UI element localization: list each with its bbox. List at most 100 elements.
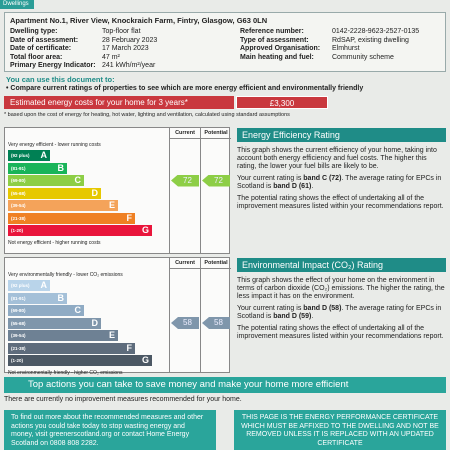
band-range: (21-38) xyxy=(11,215,26,221)
band-letter: C xyxy=(74,305,82,315)
band-letter: C xyxy=(74,175,82,185)
column-header: Potential xyxy=(200,258,231,269)
header: Apartment No.1, River View, Knockraich F… xyxy=(4,12,446,72)
band: (55-68) D xyxy=(8,317,101,329)
rating-text: This graph shows the effect of your home… xyxy=(237,277,445,345)
band-letter: G xyxy=(141,355,149,365)
field-label: Total floor area: xyxy=(10,53,63,61)
field-label: Reference number: xyxy=(240,28,304,35)
text-run: band D (58) xyxy=(303,305,342,312)
actions-text: There are currently no improvement measu… xyxy=(4,396,242,403)
band-letter: F xyxy=(126,342,133,353)
band-letter: D xyxy=(91,187,99,198)
field-value: 47 m² xyxy=(102,53,120,61)
text-run: . The average rating for EPCs in Scotlan… xyxy=(237,175,442,190)
use-bullet: Compare current ratings of properties to… xyxy=(10,85,364,92)
band: (39-54) E xyxy=(8,330,118,341)
band-range: (55-68) xyxy=(11,320,26,326)
field-row: Main heating and fuel: Community scheme xyxy=(240,53,394,62)
field-value: Community scheme xyxy=(332,53,394,61)
field-row: Approved Organisation: Elmhurst xyxy=(240,44,360,53)
field-value: RdSAP, existing dwelling xyxy=(332,36,409,44)
actions-title: Top actions you can take to save money a… xyxy=(4,377,446,393)
field-label: Primary Energy Indicator: xyxy=(10,62,96,69)
field-row: Type of assessment: RdSAP, existing dwell… xyxy=(240,36,409,45)
field-row: Reference number: 0142-2228-9623-2527-013… xyxy=(240,27,419,36)
field-row: Total floor area: 47 m² xyxy=(10,53,120,62)
text-run: band D (61) xyxy=(273,183,312,190)
field-row: Date of certificate: 17 March 2023 xyxy=(10,44,149,53)
field-label: Dwelling type: xyxy=(10,28,58,35)
field-value: 0142-2228-9623-2527-0135 xyxy=(332,28,420,35)
band-range: (39-54) xyxy=(11,333,26,338)
tab: Dwellings xyxy=(0,0,34,9)
field-value: 17 March 2023 xyxy=(102,45,149,52)
paragraph: This graph shows the effect of your home… xyxy=(237,277,445,301)
footer-right: THIS PAGE IS THE ENERGY PERFORMANCE CERT… xyxy=(234,410,446,450)
cost-value: £3,300 xyxy=(236,96,328,109)
text-run: This graph shows the current efficiency … xyxy=(237,147,437,170)
field-label: Approved Organisation: xyxy=(240,45,321,52)
band-letter: A xyxy=(40,150,48,160)
paragraph: The potential rating shows the effect of… xyxy=(237,195,445,211)
footer-left: To find out more about the recommended m… xyxy=(4,410,216,450)
bottom-label: Not environmentally friendly - higher CO… xyxy=(8,369,123,376)
field-label: Date of certificate: xyxy=(10,45,72,52)
address: Apartment No.1, River View, Knockraich F… xyxy=(10,16,268,25)
column xyxy=(169,139,200,253)
text-run: . The average rating for EPCs in Scotlan… xyxy=(237,305,442,320)
text-run: The potential rating shows the effect of… xyxy=(237,195,444,210)
rating-heading: Energy Efficiency Rating xyxy=(237,128,446,142)
cost-label: Estimated energy costs for your home for… xyxy=(4,96,234,109)
rating-arrow: 72 xyxy=(202,174,230,187)
field-label: Main heating and fuel: xyxy=(240,53,314,61)
bottom-label: Not energy efficient - higher running co… xyxy=(8,239,101,246)
paragraph: Your current rating is band C (72). The … xyxy=(237,175,445,191)
field-row: Primary Energy Indicator: 241 kWh/m²/year xyxy=(10,61,155,70)
text-run: Your current rating is xyxy=(237,305,304,312)
band: (81-91) B xyxy=(8,162,67,174)
band-letter: B xyxy=(57,162,65,173)
field-row: Dwelling type: Top-floor flat xyxy=(10,27,141,36)
band-range: (92 plus) xyxy=(11,153,30,158)
text-run: The potential rating shows the effect of… xyxy=(237,325,444,340)
band-range: (69-80) xyxy=(11,308,26,313)
band-range: (55-68) xyxy=(11,190,26,196)
paragraph: The potential rating shows the effect of… xyxy=(237,325,445,341)
text-run: . xyxy=(311,313,314,320)
paragraph: Your current rating is band D (58). The … xyxy=(237,305,445,321)
rating-text: This graph shows the current efficiency … xyxy=(237,147,445,215)
band: (1-20) G xyxy=(8,225,152,236)
rating-arrow: 58 xyxy=(202,317,230,329)
band-letter: D xyxy=(91,317,99,328)
text-run: band D (59) xyxy=(273,313,312,320)
use-bullet-row: • Compare current ratings of properties … xyxy=(6,85,364,92)
band: (21-38) F xyxy=(8,212,135,224)
field-row: Date of assessment: 28 February 2023 xyxy=(10,36,157,45)
band-range: (39-54) xyxy=(11,203,26,208)
band: (69-80) C xyxy=(8,175,84,186)
band: (21-38) F xyxy=(8,342,135,354)
rating-arrow: 72 xyxy=(171,174,199,187)
band: (81-91) B xyxy=(8,292,67,304)
field-label: Type of assessment: xyxy=(240,36,309,44)
text-run: . xyxy=(311,183,314,190)
band-range: (92 plus) xyxy=(11,283,30,288)
band: (39-54) E xyxy=(8,200,118,211)
column xyxy=(169,269,200,372)
use-title: You can use this document to: xyxy=(6,75,115,84)
band-letter: F xyxy=(126,212,133,223)
column-header: Current xyxy=(169,128,200,139)
band-range: (21-38) xyxy=(11,345,26,351)
field-value: Top-floor flat xyxy=(102,28,141,35)
band-range: (1-20) xyxy=(11,358,24,363)
band-range: (81-91) xyxy=(11,295,26,301)
band-letter: E xyxy=(108,200,115,210)
band-letter: B xyxy=(57,292,65,303)
band-letter: E xyxy=(108,330,115,340)
band: (69-80) C xyxy=(8,305,84,316)
field-value: 241 kWh/m²/year xyxy=(102,62,156,69)
text-run: Your current rating is xyxy=(237,175,304,182)
rating-heading: Environmental Impact (CO₂) Rating xyxy=(237,258,446,272)
